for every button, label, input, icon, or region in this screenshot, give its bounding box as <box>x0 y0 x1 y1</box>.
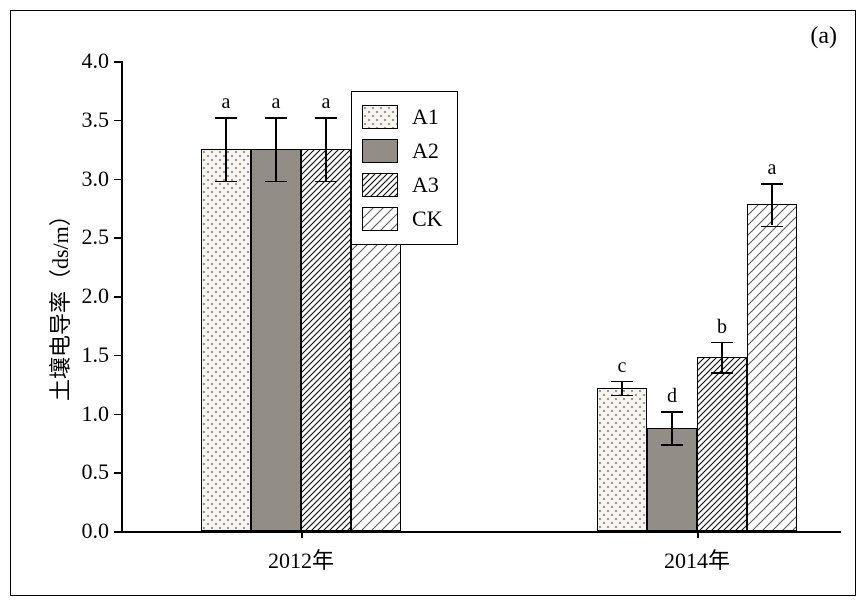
y-axis <box>121 61 123 531</box>
error-cap <box>265 117 287 119</box>
error-cap <box>265 181 287 183</box>
error-cap <box>315 181 337 183</box>
y-tick <box>114 355 121 357</box>
x-axis <box>121 531 841 533</box>
bar-A3 <box>301 149 351 531</box>
error-stem <box>771 183 773 225</box>
panel-label: (a) <box>810 23 837 50</box>
plot-area: 0.00.51.01.52.02.53.03.54.02012年aaaa2014… <box>121 61 841 531</box>
legend: A1 A2 A3 CK <box>351 91 458 245</box>
error-cap <box>761 226 783 228</box>
legend-label: CK <box>412 206 443 232</box>
legend-swatch <box>362 173 398 197</box>
y-tick-label: 4.0 <box>69 48 109 74</box>
y-tick-label: 1.5 <box>69 342 109 368</box>
y-tick <box>114 237 121 239</box>
significance-label: d <box>667 385 677 408</box>
error-stem <box>325 117 327 180</box>
error-stem <box>225 117 227 180</box>
error-stem <box>671 411 673 444</box>
error-cap <box>761 183 783 185</box>
y-tick <box>114 414 121 416</box>
y-tick <box>114 472 121 474</box>
y-tick <box>114 61 121 63</box>
bar-A1 <box>597 388 647 531</box>
significance-label: a <box>322 91 331 114</box>
significance-label: c <box>618 355 627 378</box>
error-stem <box>721 342 723 373</box>
y-tick <box>114 296 121 298</box>
legend-item-A3: A3 <box>362 170 443 200</box>
y-tick-label: 3.0 <box>69 166 109 192</box>
legend-label: A2 <box>412 138 439 164</box>
legend-item-CK: CK <box>362 204 443 234</box>
legend-label: A3 <box>412 172 439 198</box>
y-tick <box>114 120 121 122</box>
bar-A3 <box>697 357 747 531</box>
legend-label: A1 <box>412 104 439 130</box>
x-tick <box>301 531 303 538</box>
error-stem <box>275 117 277 180</box>
chart-frame: (a) 0.0 0.5 1.0 1.5 2.0 2.5 3.0 3.5 4.0 2012年 a a a a… <box>10 10 856 596</box>
error-stem <box>621 381 623 395</box>
error-cap <box>711 372 733 374</box>
bar-A1 <box>201 149 251 531</box>
y-tick-label: 2.5 <box>69 224 109 250</box>
error-cap <box>661 444 683 446</box>
x-tick-label: 2014年 <box>664 543 730 575</box>
legend-swatch <box>362 139 398 163</box>
significance-label: a <box>768 157 777 180</box>
y-tick-label: 0.0 <box>69 518 109 544</box>
legend-swatch <box>362 207 398 231</box>
error-cap <box>315 117 337 119</box>
x-tick <box>697 531 699 538</box>
legend-item-A2: A2 <box>362 136 443 166</box>
error-cap <box>611 395 633 397</box>
y-tick-label: 2.0 <box>69 283 109 309</box>
y-tick <box>114 179 121 181</box>
bar-CK <box>747 204 797 531</box>
error-cap <box>711 342 733 344</box>
y-tick <box>114 531 121 533</box>
y-axis-label: 土壤电导率（ds/m） <box>43 204 75 401</box>
significance-label: a <box>222 91 231 114</box>
legend-swatch <box>362 105 398 129</box>
legend-item-A1: A1 <box>362 102 443 132</box>
bar-A2 <box>251 149 301 531</box>
x-tick-label: 2012年 <box>268 543 334 575</box>
error-cap <box>661 411 683 413</box>
significance-label: a <box>272 91 281 114</box>
error-cap <box>215 117 237 119</box>
significance-label: b <box>717 316 727 339</box>
y-tick-label: 0.5 <box>69 459 109 485</box>
error-cap <box>611 381 633 383</box>
y-tick-label: 1.0 <box>69 401 109 427</box>
error-cap <box>215 181 237 183</box>
y-tick-label: 3.5 <box>69 107 109 133</box>
